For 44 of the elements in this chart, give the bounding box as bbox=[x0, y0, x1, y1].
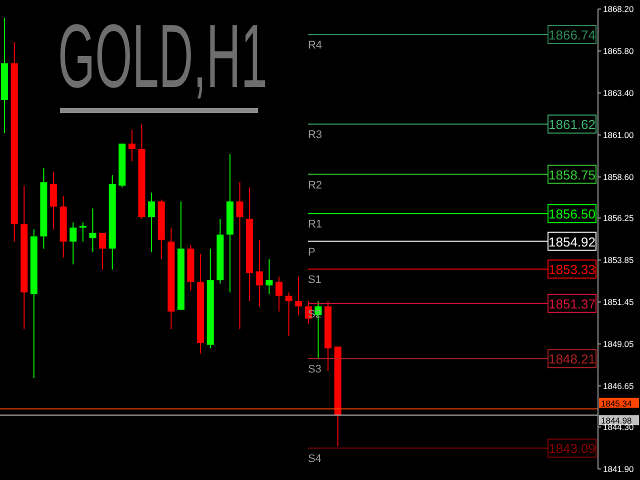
y-tick-label: 1861.00 bbox=[603, 130, 634, 140]
chart-title: GOLD,H1 bbox=[58, 7, 268, 107]
y-tick-label: 1841.90 bbox=[603, 464, 634, 474]
annotation: 1843.09 bbox=[548, 441, 596, 456]
y-tick-label: 1865.80 bbox=[603, 46, 634, 56]
annotation: 1848.21 bbox=[548, 352, 596, 367]
candlestick bbox=[275, 276, 282, 312]
ref-line-label: S3 bbox=[308, 364, 322, 376]
candlestick bbox=[50, 171, 58, 230]
y-tick-label: 1846.65 bbox=[603, 380, 634, 391]
y-tick-label: 1851.45 bbox=[603, 296, 634, 307]
annotation: 1866.74 bbox=[548, 28, 596, 43]
candlestick bbox=[70, 222, 77, 265]
annotation: 1851.37 bbox=[548, 296, 596, 312]
annotation: 1853.33 bbox=[548, 262, 596, 278]
y-tick-label: 1858.60 bbox=[603, 172, 634, 182]
candlestick bbox=[128, 129, 136, 162]
ref-line-label: S1 bbox=[308, 274, 322, 286]
ref-line-label: P bbox=[308, 246, 316, 258]
y-tick-label: 1849.05 bbox=[603, 338, 634, 349]
candlestick bbox=[99, 232, 106, 270]
candlestick bbox=[285, 292, 292, 337]
y-tick-label: 1868.20 bbox=[603, 4, 634, 14]
annotation: 1856.50 bbox=[548, 206, 596, 222]
candlestick bbox=[89, 208, 96, 253]
candlestick bbox=[148, 192, 156, 253]
candlestick bbox=[236, 182, 244, 330]
y-tick-label: 1856.25 bbox=[603, 213, 634, 224]
ref-line-label: R1 bbox=[308, 218, 322, 231]
ref-line-label: R2 bbox=[308, 179, 322, 192]
text: 1845.34 bbox=[601, 398, 632, 408]
ref-line-label: R3 bbox=[308, 129, 322, 142]
y-tick-label: 1863.40 bbox=[603, 88, 634, 98]
ref-line-label: R4 bbox=[308, 40, 322, 52]
annotation: 1861.62 bbox=[548, 117, 596, 132]
y-tick-label: 1853.85 bbox=[603, 255, 634, 266]
ref-line-label: S2 bbox=[308, 308, 322, 320]
y-tick-label: 1844.30 bbox=[603, 422, 634, 432]
ref-line-label: S4 bbox=[308, 453, 322, 466]
annotation: 1858.75 bbox=[548, 167, 596, 182]
candlestick bbox=[295, 276, 302, 316]
candlestick bbox=[266, 258, 273, 295]
candlestick bbox=[256, 239, 263, 307]
annotation: 1854.92 bbox=[548, 234, 596, 250]
